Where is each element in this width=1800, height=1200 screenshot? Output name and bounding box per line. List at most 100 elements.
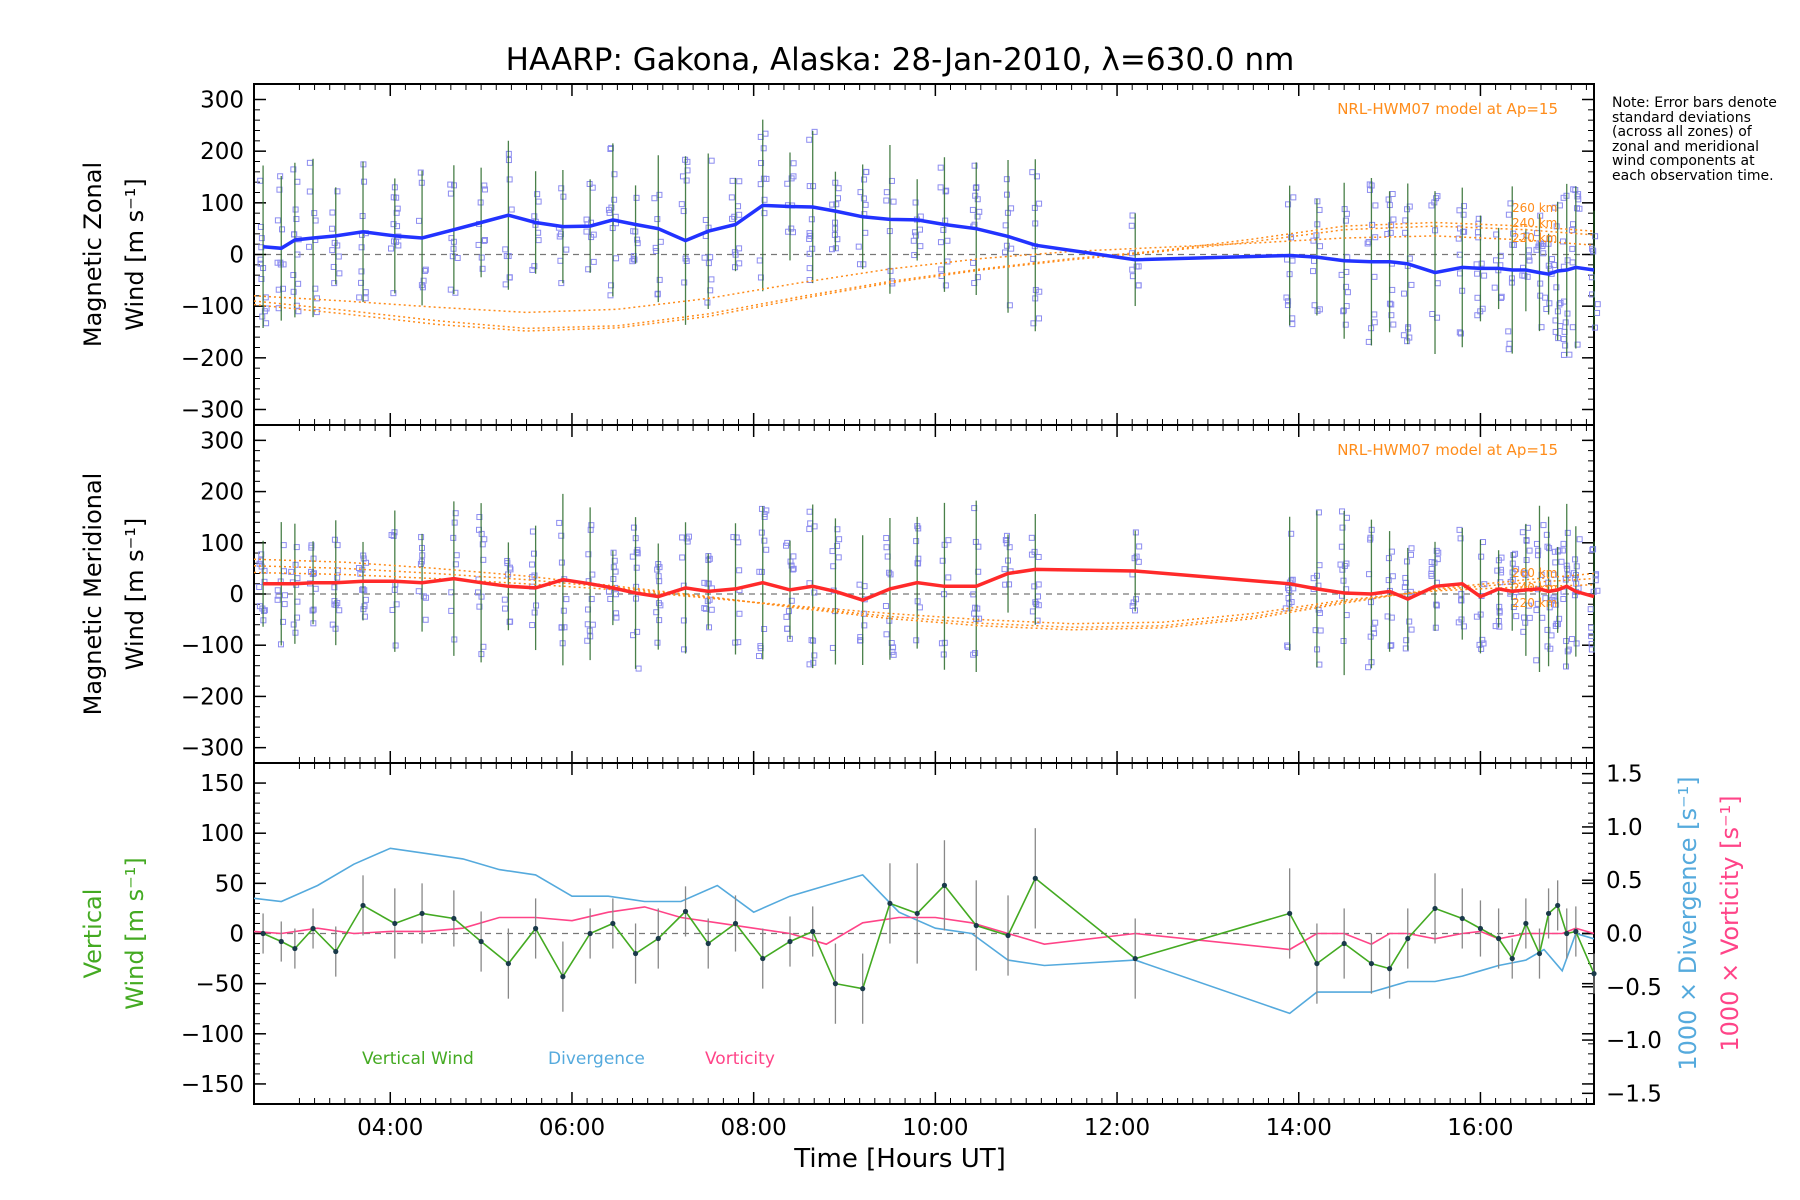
y-axis-label-line1: Vertical — [79, 889, 107, 979]
zone-sample-point — [1560, 595, 1567, 602]
zone-sample-point — [476, 603, 483, 610]
zone-sample-point — [1562, 342, 1569, 349]
zone-sample-point — [1340, 308, 1347, 315]
vertical-wind-point — [505, 960, 511, 967]
zone-sample-point — [654, 566, 661, 573]
zone-sample-point — [1408, 626, 1415, 633]
model-altitude-label: 260 km — [1512, 201, 1557, 215]
vertical-wind-point — [1368, 960, 1375, 967]
zone-sample-point — [261, 308, 268, 315]
zone-sample-point — [613, 614, 620, 621]
zone-sample-point — [1135, 282, 1142, 289]
zone-sample-point — [783, 613, 790, 620]
zone-sample-point — [1589, 546, 1596, 553]
y-axis-ticks: 300 200 100 0 −100 −200 −300 — [181, 428, 1594, 762]
zone-sample-point — [969, 206, 976, 213]
zone-sample-point — [280, 542, 287, 549]
zone-sample-point — [359, 586, 366, 593]
zone-sample-point — [656, 191, 663, 198]
zone-sample-point — [1402, 217, 1409, 224]
zone-sample-point — [1408, 281, 1415, 288]
zone-sample-point — [683, 177, 690, 184]
zone-sample-point — [1372, 202, 1379, 209]
zone-sample-point — [1481, 272, 1488, 279]
zone-sample-point — [1510, 593, 1517, 600]
zone-sample-point — [1342, 321, 1349, 328]
error-bars — [262, 119, 1595, 357]
zone-sample-point — [1035, 581, 1042, 588]
y-tick-label: 100 — [200, 821, 244, 847]
zone-sample-point — [913, 538, 920, 545]
zone-sample-point — [1505, 346, 1512, 353]
zone-sample-point — [508, 206, 515, 213]
zone-sample-point — [1388, 642, 1395, 649]
zonal-wind-panel: 300 200 100 0 −100 −200 −300 Magnetic Zonal Wind… — [79, 83, 1601, 426]
zone-sample-point — [1340, 577, 1347, 584]
zone-sample-point — [1135, 282, 1142, 289]
zone-sample-point — [292, 206, 299, 213]
zone-sample-point — [1590, 546, 1597, 553]
zone-sample-point — [1285, 201, 1292, 208]
zone-sample-point — [390, 238, 397, 245]
zone-sample-point — [613, 255, 620, 262]
zone-sample-point — [1521, 569, 1528, 576]
zone-sample-point — [1569, 324, 1576, 331]
zone-sample-point — [970, 259, 977, 266]
zone-sample-point — [584, 621, 591, 628]
zone-sample-point — [1288, 234, 1295, 241]
zone-sample-point — [334, 242, 341, 249]
zone-sample-point — [1390, 216, 1397, 223]
zone-sample-point — [1521, 614, 1528, 621]
zone-sample-point — [1474, 294, 1481, 301]
zone-sample-point — [1284, 256, 1291, 263]
zone-sample-point — [1312, 627, 1319, 634]
zone-sample-point — [634, 236, 641, 243]
zone-sample-point — [1006, 302, 1013, 309]
vertical-wind-point — [1432, 905, 1438, 912]
zone-sample-point — [1478, 553, 1485, 560]
zone-sample-point — [263, 320, 270, 327]
zone-sample-point — [290, 272, 297, 279]
zone-sample-point — [834, 542, 841, 549]
zone-sample-point — [1339, 524, 1346, 531]
zone-sample-point — [358, 268, 365, 275]
zone-sample-point — [481, 536, 488, 543]
zone-sample-point — [1284, 302, 1291, 309]
zone-sample-point — [294, 598, 301, 605]
zone-sample-point — [1557, 323, 1564, 330]
zone-sample-point — [607, 595, 614, 602]
y-tick-label: 0 — [229, 243, 244, 269]
zone-sample-point — [1562, 319, 1569, 326]
right-y-tick-label: 0.0 — [1606, 922, 1643, 948]
zone-sample-point — [1387, 229, 1394, 236]
zone-sample-point — [392, 642, 399, 649]
zone-sample-point — [610, 549, 617, 556]
zone-sample-point — [1550, 594, 1557, 601]
zone-sample-point — [1385, 577, 1392, 584]
zone-sample-point — [756, 257, 763, 264]
zone-sample-point — [656, 276, 663, 283]
zone-sample-point — [280, 618, 287, 625]
zone-sample-point — [331, 598, 338, 605]
vertical-wind-point — [292, 945, 298, 952]
vertical-wind-point — [941, 882, 948, 888]
vertical-wind-point — [310, 925, 316, 932]
zone-sample-point — [1036, 288, 1043, 295]
zone-sample-point — [290, 288, 297, 295]
zone-sample-point — [274, 587, 281, 594]
zone-sample-point — [940, 651, 947, 658]
zone-sample-point — [1594, 587, 1601, 594]
zone-sample-point — [945, 537, 952, 544]
zone-sample-point — [1003, 176, 1010, 183]
zone-sample-point — [1556, 547, 1563, 554]
x-tick-label: 04:00 — [357, 1115, 423, 1141]
zone-sample-point — [613, 610, 620, 617]
zone-sample-point — [1562, 576, 1569, 583]
zone-sample-point — [1520, 628, 1527, 635]
zone-sample-point — [529, 528, 536, 535]
zone-sample-point — [972, 650, 979, 657]
x-axis-ticks — [298, 425, 1587, 763]
x-axis-ticks — [298, 763, 1587, 1104]
zone-sample-point — [329, 247, 336, 254]
zone-sample-point — [784, 625, 791, 632]
